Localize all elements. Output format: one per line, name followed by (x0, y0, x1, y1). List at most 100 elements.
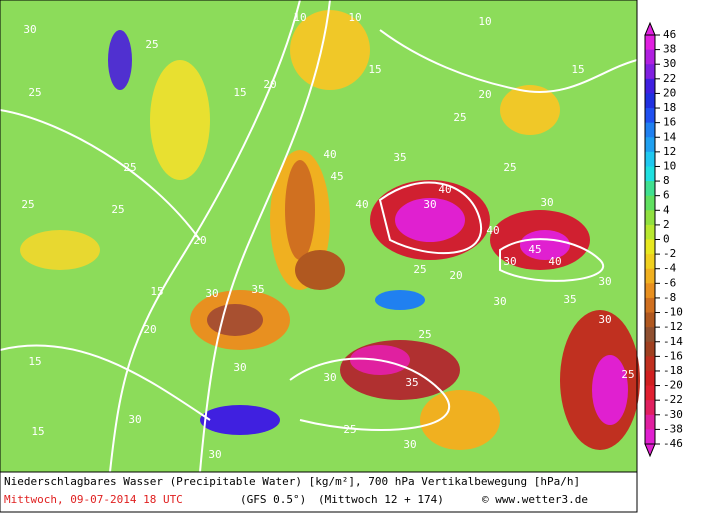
colorbar-swatch (645, 93, 655, 109)
contour-label: 30 (493, 295, 506, 308)
colorbar-label: 22 (663, 72, 676, 85)
colorbar-swatch (645, 78, 655, 94)
contour-label: 15 (368, 63, 381, 76)
contour-label: 40 (323, 148, 336, 161)
contour-label: 30 (23, 23, 36, 36)
contour-label: 30 (208, 448, 221, 461)
contour-label: 25 (503, 161, 516, 174)
colorbar-swatch (645, 283, 655, 299)
contour-label: 20 (143, 323, 156, 336)
contour-label: 45 (528, 243, 541, 256)
colorbar-swatch (645, 414, 655, 430)
contour-label: 40 (486, 224, 499, 237)
colorbar-label: 38 (663, 43, 676, 56)
footer-model: (GFS 0.5°) (240, 493, 306, 506)
colorbar-swatch (645, 370, 655, 387)
contour-label: 35 (393, 151, 406, 164)
colorbar-label: 10 (663, 159, 676, 172)
contour-label: 15 (31, 425, 44, 438)
contour-label: 25 (145, 38, 158, 51)
colorbar-label: -14 (663, 335, 683, 348)
colorbar-label: -10 (663, 306, 683, 319)
footer-box (0, 471, 638, 513)
colorbar-swatch (645, 400, 655, 416)
contour-label: 25 (343, 423, 356, 436)
footer-credit: © www.wetter3.de (482, 493, 588, 506)
colorbar-label: -16 (663, 349, 683, 362)
contour-label: 30 (205, 287, 218, 300)
colorbar-label: -20 (663, 379, 683, 392)
contour-label: 10 (293, 11, 306, 24)
colorbar-label: 4 (663, 203, 670, 216)
contour-label: 20 (263, 78, 276, 91)
contour-label: 30 (403, 438, 416, 451)
colorbar-swatch (645, 327, 655, 343)
contour-label: 30 (128, 413, 141, 426)
precipitation-field (20, 10, 640, 450)
colorbar-swatch (645, 356, 655, 372)
colorbar-swatch (645, 122, 655, 138)
colorbar-arrow-top (644, 21, 656, 36)
colorbar-label: -30 (663, 408, 683, 421)
colorbar-label: 12 (663, 145, 676, 158)
contour-label: 30 (598, 275, 611, 288)
colorbar-label: -8 (663, 291, 676, 304)
colorbar: 4638302220181614121086420-2-4-6-8-10-12-… (644, 21, 683, 458)
colorbar-label: 8 (663, 174, 670, 187)
contour-label: 40 (438, 183, 451, 196)
colorbar-label: -38 (663, 422, 683, 435)
contour-label: 25 (621, 368, 634, 381)
colorbar-label: 46 (663, 28, 676, 41)
colorbar-swatch (645, 312, 655, 328)
colorbar-label: 30 (663, 57, 676, 70)
contour-label: 10 (478, 15, 491, 28)
contour-label: 25 (123, 161, 136, 174)
colorbar-label: -12 (663, 320, 683, 333)
contour-label: 30 (323, 371, 336, 384)
colorbar-swatch (645, 429, 655, 445)
colorbar-label: 14 (663, 130, 677, 143)
contour-label: 20 (193, 234, 206, 247)
contour-label: 15 (28, 355, 41, 368)
colorbar-swatch (645, 297, 655, 314)
contour-label: 15 (233, 86, 246, 99)
contour-label: 35 (405, 376, 418, 389)
footer-description: Niederschlagbares Wasser (Precipitable W… (4, 475, 580, 488)
colorbar-label: -6 (663, 276, 676, 289)
contour-label: 15 (571, 63, 584, 76)
contour-label: 45 (330, 170, 343, 183)
colorbar-swatch (645, 385, 655, 401)
colorbar-label: 6 (663, 189, 670, 202)
colorbar-swatch (645, 254, 655, 270)
colorbar-label: -2 (663, 247, 676, 260)
colorbar-label: -22 (663, 393, 683, 406)
contour-label: 30 (598, 313, 611, 326)
colorbar-swatch (645, 210, 655, 226)
colorbar-swatch (645, 49, 655, 65)
contour-label: 30 (540, 196, 553, 209)
contour-label: 25 (111, 203, 124, 216)
contour-label: 15 (150, 285, 163, 298)
contour-label: 20 (478, 88, 491, 101)
colorbar-swatch (645, 108, 655, 124)
colorbar-label: -18 (663, 364, 683, 377)
contour-label: 25 (28, 86, 41, 99)
colorbar-swatch (645, 195, 655, 211)
contour-label: 25 (21, 198, 34, 211)
contour-label: 20 (449, 269, 462, 282)
colorbar-swatch (645, 181, 655, 197)
contour-label: 25 (418, 328, 431, 341)
colorbar-swatch (645, 35, 655, 51)
contour-label: 40 (355, 198, 368, 211)
contour-label: 30 (423, 198, 436, 211)
contour-lines (0, 0, 638, 473)
contour-label: 30 (233, 361, 246, 374)
contour-label: 35 (563, 293, 576, 306)
colorbar-arrow-bottom (644, 443, 656, 458)
contour-label: 35 (251, 283, 264, 296)
contour-label: 25 (453, 111, 466, 124)
contour-label: 30 (503, 255, 516, 268)
colorbar-swatch (645, 341, 655, 357)
colorbar-swatch (645, 151, 655, 167)
